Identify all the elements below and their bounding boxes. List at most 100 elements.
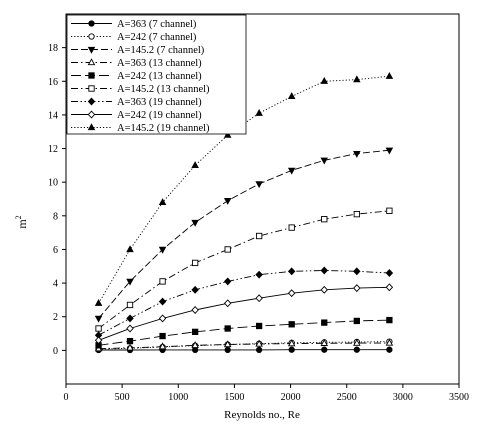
legend-item: A=242 (7 channel)	[71, 32, 197, 43]
legend-marker	[87, 58, 96, 66]
legend-label: A=242 (7 channel)	[117, 32, 197, 43]
data-point	[255, 232, 263, 240]
data-point	[126, 337, 134, 345]
legend-label: A=242 (19 channel)	[117, 110, 202, 121]
series-group	[94, 71, 394, 354]
data-point	[288, 346, 295, 353]
data-point	[159, 278, 166, 285]
data-point	[353, 338, 361, 346]
data-point	[191, 341, 199, 348]
legend: A=363 (7 channel) A=242 (7 channel) A=145.…	[66, 14, 247, 135]
data-point	[288, 321, 295, 328]
series-3	[94, 147, 394, 323]
data-point	[191, 259, 199, 267]
y-axis: 0 2 4 6 8 10 12 14 16 18	[48, 43, 66, 357]
data-point	[353, 210, 360, 218]
data-point	[321, 319, 328, 326]
data-point	[353, 150, 361, 158]
data-point	[95, 325, 102, 332]
data-point	[255, 322, 263, 330]
data-point	[287, 92, 296, 100]
legend-label: A=363 (7 channel)	[117, 19, 197, 30]
data-point	[320, 157, 329, 165]
x-tick-label: 1000	[168, 392, 188, 403]
data-point	[353, 346, 360, 353]
data-point	[94, 315, 103, 323]
data-point	[126, 324, 134, 333]
data-point	[126, 301, 134, 309]
data-point	[255, 108, 263, 116]
legend-label: A=145.2 (7 channel)	[117, 45, 205, 56]
x-tick-label: 2000	[281, 392, 301, 403]
y-tick-label: 14	[48, 110, 58, 121]
series-line	[98, 270, 390, 336]
data-point	[320, 339, 329, 346]
data-point	[320, 285, 328, 294]
data-point	[255, 294, 263, 303]
data-point	[386, 207, 393, 214]
x-tick-label: 1500	[224, 392, 244, 403]
data-point	[191, 161, 199, 169]
legend-marker	[87, 97, 96, 106]
data-point	[255, 181, 263, 189]
y-tick-label: 6	[53, 245, 58, 256]
series-line	[98, 319, 390, 346]
series-4	[94, 338, 394, 352]
series-8	[94, 283, 394, 345]
series-line	[98, 149, 390, 319]
data-point	[191, 285, 199, 294]
legend-label: A=363 (13 channel)	[117, 58, 202, 69]
x-axis-label: Reynolds no., Re	[224, 409, 300, 421]
legend-marker	[87, 110, 96, 119]
legend-frame	[66, 14, 247, 135]
legend-marker	[88, 85, 95, 92]
data-point	[385, 71, 394, 79]
data-point	[386, 346, 393, 353]
data-point	[385, 269, 394, 277]
legend-marker	[87, 123, 96, 131]
data-point	[288, 224, 295, 231]
data-point	[255, 339, 263, 347]
series-6	[95, 207, 393, 332]
data-point	[320, 77, 329, 84]
legend-label: A=145.2 (13 channel)	[117, 84, 210, 95]
data-point	[223, 299, 232, 308]
series-5	[95, 316, 393, 349]
x-axis: 0 500 1000 1500 2000 2500 3000 3500	[64, 384, 469, 403]
legend-marker	[88, 33, 95, 40]
data-point	[353, 284, 361, 293]
x-tick-label: 3000	[393, 392, 413, 403]
data-point	[386, 316, 393, 324]
data-point	[191, 219, 199, 227]
data-point	[255, 270, 263, 279]
data-point	[385, 283, 394, 292]
legend-item: A=363 (13 channel)	[71, 58, 202, 69]
legend-label: A=363 (19 channel)	[117, 97, 202, 108]
y-axis-label: m2	[14, 215, 29, 228]
y-tick-label: 2	[53, 312, 58, 323]
data-point	[321, 346, 328, 353]
y-tick-label: 8	[53, 211, 58, 222]
legend-label: A=145.2 (19 channel)	[117, 123, 210, 134]
legend-item: A=145.2 (7 channel)	[71, 45, 205, 56]
data-point	[159, 332, 166, 340]
series-7	[94, 266, 394, 340]
y-tick-label: 0	[53, 346, 58, 357]
x-tick-label: 3500	[449, 392, 469, 403]
series-line	[98, 342, 390, 350]
y-tick-label: 10	[48, 178, 58, 189]
x-tick-label: 0	[64, 392, 69, 403]
data-point	[126, 245, 134, 253]
y-tick-label: 16	[48, 77, 58, 88]
data-point	[353, 75, 361, 83]
y-tick-label: 18	[48, 43, 58, 54]
legend-item: A=242 (19 channel)	[71, 110, 202, 121]
data-point	[287, 167, 296, 175]
series-line	[98, 210, 390, 329]
data-point	[224, 346, 231, 354]
data-point	[223, 340, 232, 348]
data-point	[158, 342, 167, 350]
series-line	[98, 286, 390, 341]
series-line	[98, 341, 390, 350]
legend-marker	[88, 20, 95, 27]
